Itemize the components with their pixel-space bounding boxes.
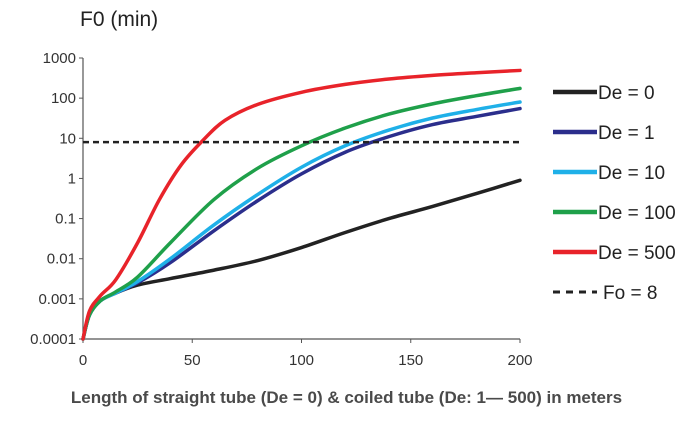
x-tick-label: 100 [289,352,314,369]
x-tick-label: 0 [79,352,87,369]
x-tick-label: 150 [398,352,423,369]
plot-area [81,68,522,341]
axes: 0.0001 0.001 0.01 0.1 1 10 100 1000 0 50 100 150 200 [30,50,532,369]
legend-label-de-10: De = 10 [598,163,665,184]
y-tick-label: 100 [51,90,76,107]
x-tick-label: 200 [507,352,532,369]
series-line-de-0 [81,178,522,341]
chart: F0 (min) 0.0001 0.001 0.01 0.1 1 10 100 1000 0 50… [30,8,676,369]
y-tick-label: 1 [68,170,76,187]
y-axis-label: F0 (min) [80,8,158,31]
legend-label-de-500: De = 500 [598,243,676,264]
legend-label-de-100: De = 100 [598,203,676,224]
legend: De = 0 De = 1 De = 10 De = 100 De = 500 Fo = … [553,83,676,304]
legend-label-fo-8: Fo = 8 [603,283,657,304]
y-tick-label: 10 [59,130,76,147]
x-tick-label: 50 [184,352,201,369]
series-line-de-500 [81,68,522,341]
y-tick-label: 1000 [43,50,76,67]
legend-label-de-0: De = 0 [598,83,655,104]
x-axis-label: Length of straight tube (De = 0) & coile… [70,388,623,407]
y-tick-label: 0.01 [47,251,76,268]
y-tick-label: 0.0001 [30,331,76,348]
y-tick-label: 0.1 [55,211,76,228]
y-tick-label: 0.001 [38,291,76,308]
legend-label-de-1: De = 1 [598,123,655,144]
series-line-de-100 [81,86,522,341]
